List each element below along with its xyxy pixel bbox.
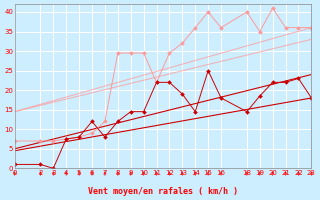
X-axis label: Vent moyen/en rafales ( km/h ): Vent moyen/en rafales ( km/h ) <box>88 187 238 196</box>
